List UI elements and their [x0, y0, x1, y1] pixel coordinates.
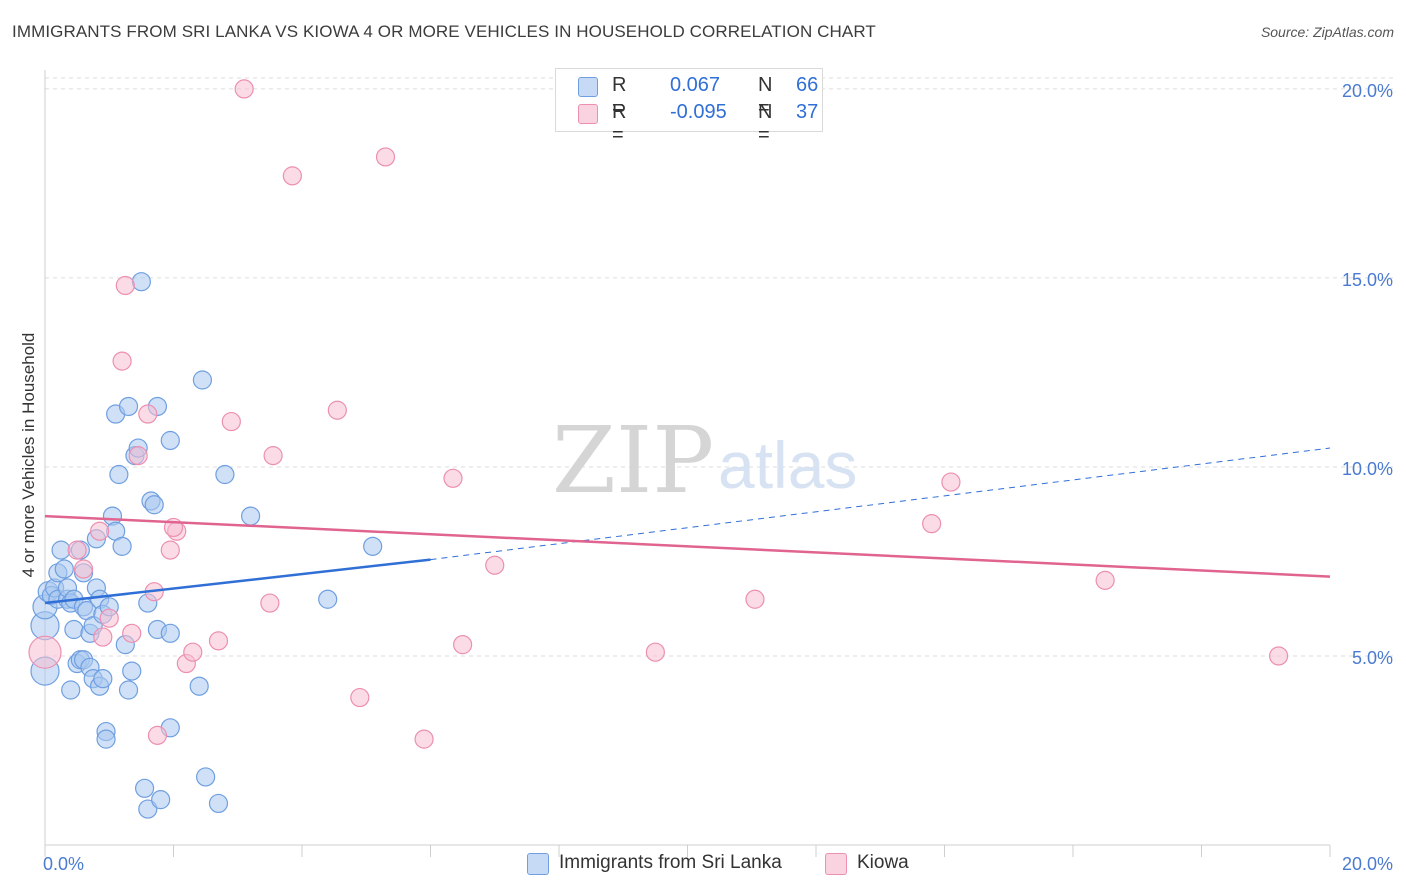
kiowa-point: [138, 404, 158, 424]
kiowa-point: [99, 608, 119, 628]
kiowa-trend-line: [44, 514, 1331, 578]
kiowa-point: [327, 400, 347, 420]
kiowa-point: [263, 446, 283, 466]
y-tick-label: 20.0%: [1342, 81, 1393, 101]
y-tick-labels: 5.0% 10.0% 15.0% 20.0%: [1342, 81, 1393, 668]
y-tick-label: 10.0%: [1342, 459, 1393, 479]
sri-lanka-point: [363, 536, 383, 556]
sri-lanka-point: [318, 589, 338, 609]
kiowa-point: [122, 623, 142, 643]
series-kiowa-points: [28, 79, 1289, 749]
kiowa-point: [93, 627, 113, 647]
sri-lanka-point: [112, 536, 132, 556]
sri-lanka-point: [61, 680, 81, 700]
sri-lanka-point: [118, 396, 139, 417]
sri-lanka-point: [51, 540, 71, 560]
axes: [44, 70, 1331, 857]
kiowa-point: [183, 642, 203, 662]
sri-lanka-point: [138, 799, 158, 819]
series-legend-swatch-blue: [527, 853, 549, 875]
kiowa-point: [128, 446, 148, 466]
series-legend-swatch-pink: [825, 853, 847, 875]
series-legend-label: Kiowa: [857, 852, 909, 873]
kiowa-point: [922, 514, 942, 534]
legend-n-value: 37: [796, 101, 819, 123]
legend-r-label: R =: [612, 101, 627, 146]
legend-n-label: N =: [758, 74, 773, 119]
kiowa-point: [443, 468, 463, 488]
source-label: Source: ZipAtlas.com: [1260, 24, 1394, 40]
sri-lanka-point: [93, 669, 113, 689]
watermark-zip: ZIP: [552, 407, 714, 514]
legend-swatch-blue: [578, 77, 598, 97]
y-axis-label: 4 or more Vehicles in Household: [19, 333, 38, 578]
watermark-atlas: atlas: [718, 428, 857, 502]
chart-title: IMMIGRANTS FROM SRI LANKA VS KIOWA 4 OR …: [12, 22, 876, 41]
kiowa-point: [282, 166, 302, 186]
series-legend-label: Immigrants from Sri Lanka: [559, 852, 782, 873]
sri-lanka-point: [241, 506, 261, 526]
legend-n-label: N =: [758, 101, 773, 146]
series-legend-kiowa: Kiowa: [825, 852, 945, 878]
kiowa-point: [160, 540, 180, 560]
kiowa-point: [350, 687, 370, 708]
series-legend-sri-lanka: Immigrants from Sri Lanka: [527, 852, 807, 878]
sri-lanka-point: [122, 661, 142, 681]
watermark: ZIP atlas: [552, 407, 857, 514]
sri-lanka-point: [134, 778, 155, 798]
sri-lanka-point: [144, 495, 164, 515]
legend-r-value: 0.067: [670, 74, 721, 96]
kiowa-point: [745, 589, 765, 609]
sri-lanka-point: [160, 430, 180, 451]
kiowa-point: [115, 275, 135, 296]
kiowa-point: [234, 79, 254, 99]
sri-lanka-point: [189, 676, 209, 696]
sri-lanka-trend-extension: [430, 447, 1331, 561]
kiowa-point: [208, 631, 229, 651]
sri-lanka-point: [192, 370, 213, 390]
sri-lanka-point: [196, 767, 216, 787]
legend-r-value: -0.095: [670, 101, 727, 123]
sri-lanka-point: [54, 559, 74, 579]
kiowa-point: [147, 725, 168, 745]
kiowa-point: [375, 147, 396, 167]
kiowa-point: [112, 351, 132, 371]
kiowa-point: [73, 559, 94, 579]
x-tick-labels: 0.0% 20.0%: [43, 854, 1393, 874]
sri-lanka-point: [208, 793, 229, 814]
legend-r-label: R =: [612, 74, 627, 119]
y-tick-label: 15.0%: [1342, 270, 1393, 290]
kiowa-point: [1268, 646, 1289, 666]
sri-lanka-point: [151, 790, 171, 810]
kiowa-point: [221, 411, 241, 432]
sri-lanka-point: [96, 729, 116, 749]
kiowa-point: [67, 540, 87, 560]
kiowa-point: [1095, 570, 1115, 590]
kiowa-point: [260, 593, 280, 613]
sri-lanka-point: [215, 464, 235, 485]
legend-n-value: 66: [796, 74, 819, 96]
trend-lines: [44, 447, 1331, 605]
kiowa-point: [485, 555, 505, 575]
y-tick-label: 5.0%: [1352, 648, 1393, 668]
sri-lanka-point: [64, 619, 84, 640]
kiowa-point: [453, 635, 473, 655]
kiowa-point: [645, 642, 665, 662]
sri-lanka-point: [160, 623, 180, 643]
sri-lanka-point: [131, 272, 151, 292]
x-tick-label: 20.0%: [1342, 854, 1393, 874]
sri-lanka-trend-line: [44, 558, 431, 605]
kiowa-point: [414, 729, 434, 749]
sri-lanka-point: [109, 464, 129, 485]
legend-swatch-pink: [578, 104, 598, 124]
kiowa-point: [90, 521, 110, 541]
x-tick-label: 0.0%: [43, 854, 84, 874]
kiowa-point: [28, 635, 62, 669]
sri-lanka-point: [118, 680, 139, 700]
kiowa-point: [941, 472, 961, 492]
correlation-legend: R = 0.067 N = 66 R = -0.095 N = 37: [555, 68, 823, 146]
